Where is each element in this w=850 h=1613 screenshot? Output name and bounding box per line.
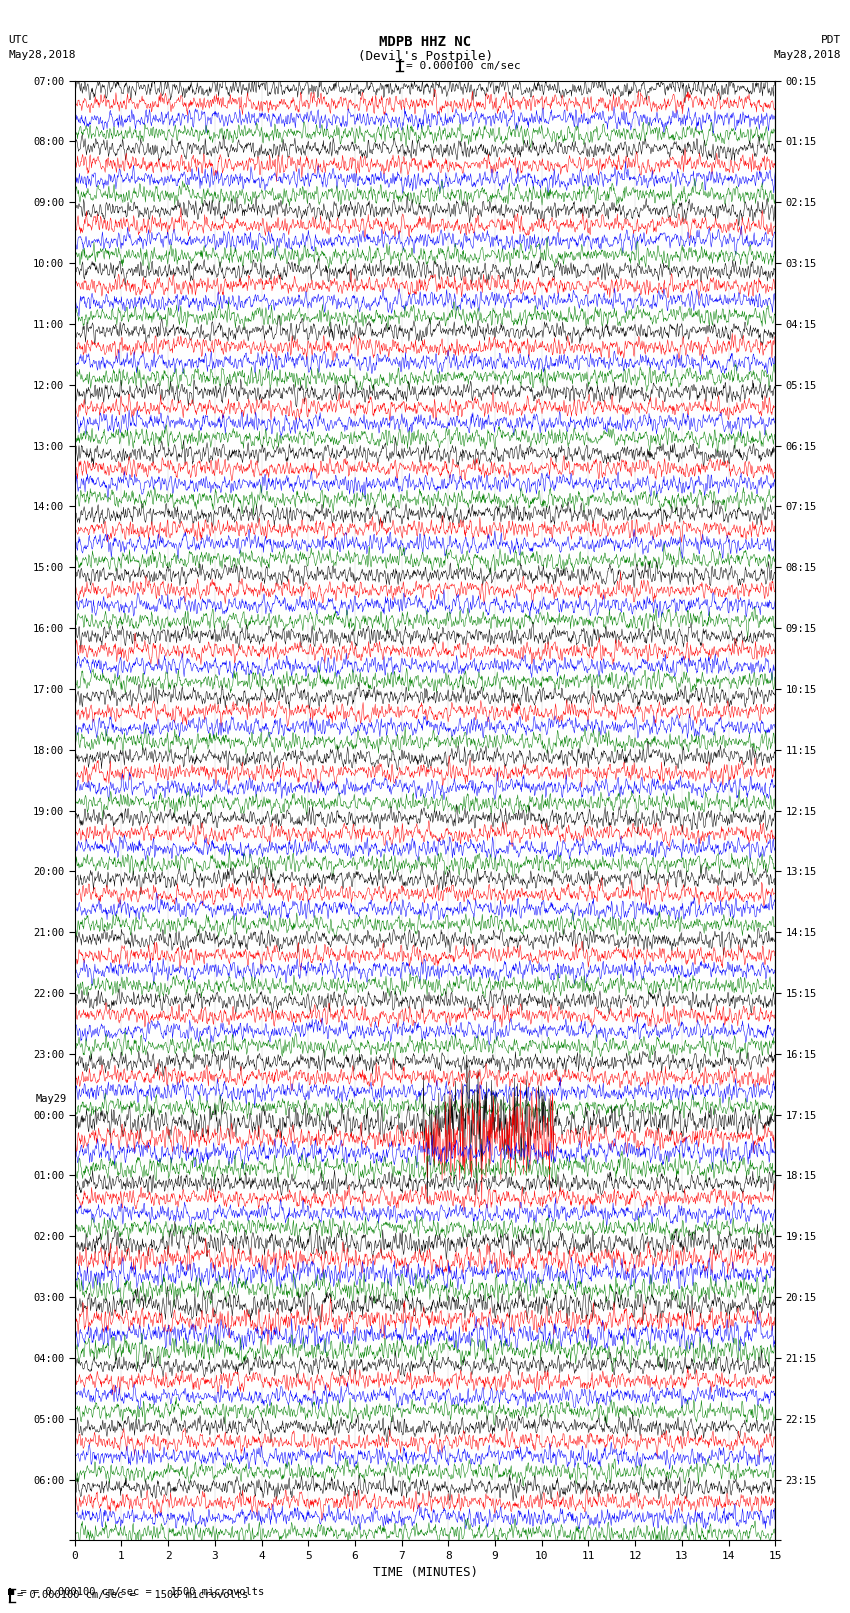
Text: May29: May29 (35, 1094, 66, 1103)
X-axis label: TIME (MINUTES): TIME (MINUTES) (372, 1566, 478, 1579)
Text: (Devil's Postpile): (Devil's Postpile) (358, 50, 492, 63)
Text: ■ = = 0.000100 cm/sec =   1500 microvolts: ■ = = 0.000100 cm/sec = 1500 microvolts (8, 1587, 264, 1597)
Text: UTC: UTC (8, 35, 29, 45)
Text: May28,2018: May28,2018 (774, 50, 842, 60)
Text: = 0.000100 cm/sec =   1500 microvolts: = 0.000100 cm/sec = 1500 microvolts (17, 1590, 248, 1600)
Text: MDPB HHZ NC: MDPB HHZ NC (379, 35, 471, 50)
Text: May28,2018: May28,2018 (8, 50, 76, 60)
Text: PDT: PDT (821, 35, 842, 45)
Text: = 0.000100 cm/sec: = 0.000100 cm/sec (406, 61, 521, 71)
